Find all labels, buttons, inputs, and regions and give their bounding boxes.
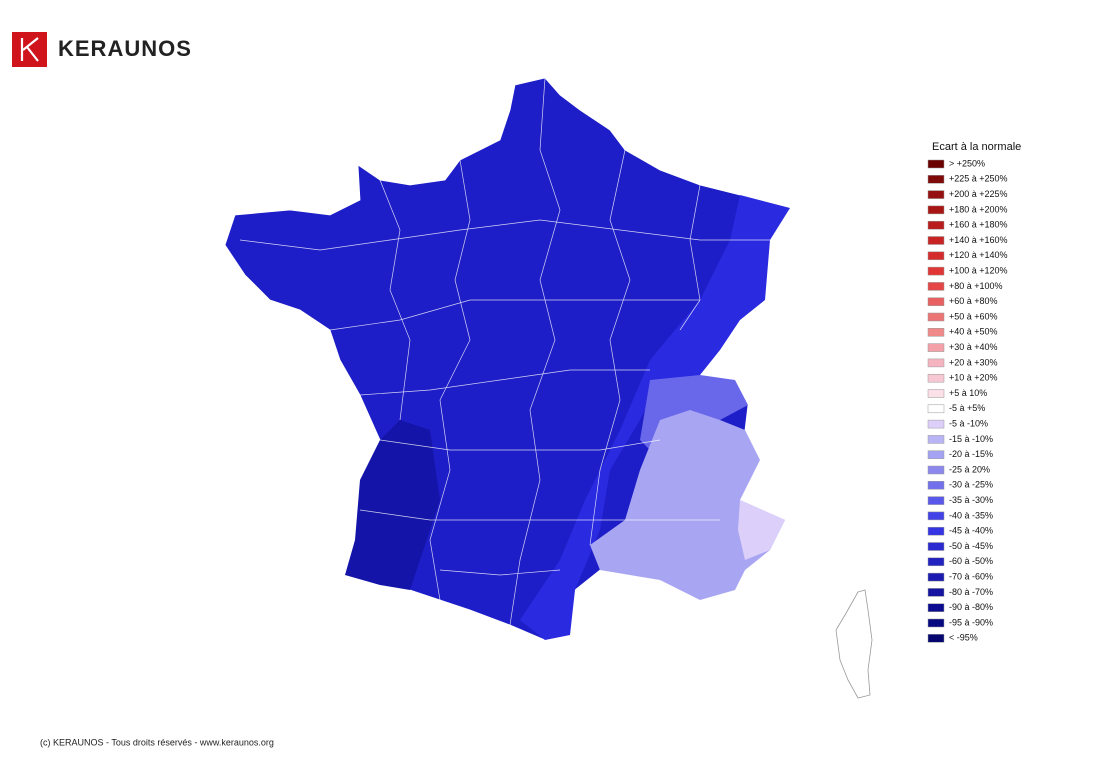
legend-label: +30 à +40% bbox=[949, 342, 998, 352]
legend-label: -95 à -90% bbox=[949, 617, 993, 627]
legend-swatch bbox=[927, 588, 945, 597]
legend-label: +200 à +225% bbox=[949, 189, 1008, 199]
legend-label: +100 à +120% bbox=[949, 265, 1008, 275]
legend-label: -80 à -70% bbox=[949, 587, 993, 597]
logo-mark bbox=[20, 37, 39, 62]
legend-label: +160 à +180% bbox=[949, 220, 1008, 230]
legend-swatch bbox=[927, 312, 945, 322]
legend-swatch bbox=[927, 282, 945, 291]
legend-label: -90 à -80% bbox=[949, 602, 993, 612]
legend-swatch bbox=[927, 542, 945, 551]
legend-swatch bbox=[927, 481, 945, 490]
legend-title: Ecart à la normale bbox=[932, 141, 1021, 153]
legend-swatch bbox=[927, 343, 945, 352]
legend-swatch bbox=[927, 526, 945, 536]
legend: > +250% +225 à +250% +200 à +225% +180 à +2… bbox=[927, 158, 1008, 643]
legend-swatch bbox=[927, 634, 945, 643]
department-borders bbox=[239, 77, 770, 626]
riviera-region bbox=[738, 500, 785, 560]
legend-label: -40 à -35% bbox=[949, 510, 993, 520]
legend-label: -30 à -25% bbox=[949, 480, 993, 490]
legend-swatch bbox=[927, 190, 945, 199]
legend-swatch bbox=[927, 266, 945, 276]
legend-swatch bbox=[927, 297, 945, 306]
legend-swatch bbox=[927, 373, 945, 383]
legend-swatch bbox=[927, 389, 945, 398]
southeast-region bbox=[590, 410, 785, 600]
legend-label: -5 à -10% bbox=[949, 418, 988, 428]
legend-label: +225 à +250% bbox=[949, 174, 1008, 184]
legend-swatch bbox=[927, 603, 945, 612]
legend-label: +80 à +100% bbox=[949, 281, 1003, 291]
legend-label: -20 à -15% bbox=[949, 449, 993, 459]
legend-swatch bbox=[927, 328, 945, 337]
legend-swatch bbox=[927, 251, 945, 261]
legend-label: -45 à -40% bbox=[949, 526, 993, 536]
legend-swatch bbox=[927, 358, 945, 368]
legend-label: -50 à -45% bbox=[949, 541, 993, 551]
southwest-region bbox=[345, 420, 440, 590]
legend-swatch bbox=[927, 159, 945, 169]
legend-label: +5 à 10% bbox=[949, 388, 987, 398]
legend-swatch bbox=[927, 572, 945, 582]
france-map bbox=[224, 77, 873, 699]
legend-label: +40 à +50% bbox=[949, 327, 998, 337]
legend-swatch bbox=[927, 419, 945, 429]
legend-label: -60 à -50% bbox=[949, 556, 993, 566]
legend-label: +20 à +30% bbox=[949, 357, 998, 367]
legend-label: +120 à +140% bbox=[949, 250, 1008, 260]
legend-label: +10 à +20% bbox=[949, 373, 998, 383]
legend-swatch bbox=[927, 496, 945, 505]
legend-label: -35 à -30% bbox=[949, 495, 993, 505]
legend-swatch bbox=[927, 175, 945, 184]
legend-label: +140 à +160% bbox=[949, 235, 1008, 245]
legend-label: < -95% bbox=[949, 633, 978, 643]
legend-swatch bbox=[927, 465, 945, 475]
legend-swatch bbox=[927, 404, 945, 414]
legend-swatch bbox=[927, 220, 945, 230]
legend-label: +60 à +80% bbox=[949, 296, 998, 306]
legend-label: -70 à -60% bbox=[949, 571, 993, 581]
legend-swatch bbox=[927, 450, 945, 459]
legend-swatch bbox=[927, 557, 945, 567]
legend-swatch bbox=[927, 205, 945, 215]
legend-label: -15 à -10% bbox=[949, 434, 993, 444]
legend-swatch bbox=[927, 618, 945, 628]
legend-label: -25 à 20% bbox=[949, 464, 990, 474]
legend-label: +50 à +60% bbox=[949, 311, 998, 321]
legend-label: > +250% bbox=[949, 158, 985, 168]
brand: KERAUNOS bbox=[58, 36, 192, 61]
legend-label: +180 à +200% bbox=[949, 204, 1008, 214]
legend-label: -5 à +5% bbox=[949, 403, 985, 413]
east-region bbox=[520, 195, 790, 640]
legend-swatch bbox=[927, 511, 945, 521]
footer-copyright: (c) KERAUNOS - Tous droits réservés - ww… bbox=[40, 737, 274, 747]
legend-swatch bbox=[927, 236, 945, 245]
legend-swatch bbox=[927, 435, 945, 444]
corsica bbox=[835, 589, 873, 699]
